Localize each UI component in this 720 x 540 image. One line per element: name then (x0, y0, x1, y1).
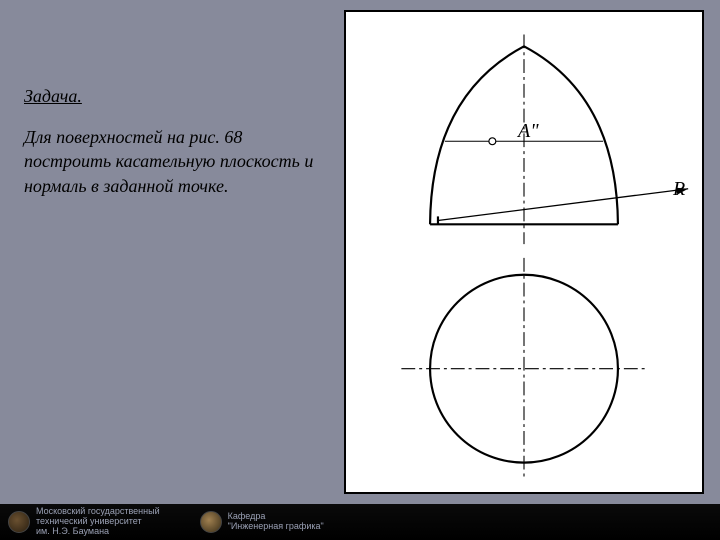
org-bauman-text: Московский государственный технический у… (36, 507, 160, 537)
point-a (489, 138, 496, 145)
org-department-text: Кафедра "Инженерная графика" (228, 512, 324, 532)
org2-line2: "Инженерная графика" (228, 522, 324, 532)
org1-line3: им. Н.Э. Баумана (36, 527, 160, 537)
slide-background: Задача. Для поверхностей на рис. 68 пост… (0, 0, 720, 504)
problem-title: Задача. (24, 86, 314, 107)
org-bauman: Московский государственный технический у… (8, 507, 160, 537)
figure-panel: A" R (344, 10, 704, 494)
label-r: R (673, 178, 685, 201)
problem-text-block: Задача. Для поверхностей на рис. 68 пост… (24, 86, 314, 198)
footer-bar: Московский государственный технический у… (0, 504, 720, 540)
department-logo-icon (200, 511, 222, 533)
problem-body: Для поверхностей на рис. 68 построить ка… (24, 125, 314, 198)
radius-line (439, 189, 688, 221)
org-department: Кафедра "Инженерная графика" (200, 511, 324, 533)
label-a: A" (518, 120, 539, 143)
figure-svg (346, 12, 702, 492)
bauman-logo-icon (8, 511, 30, 533)
